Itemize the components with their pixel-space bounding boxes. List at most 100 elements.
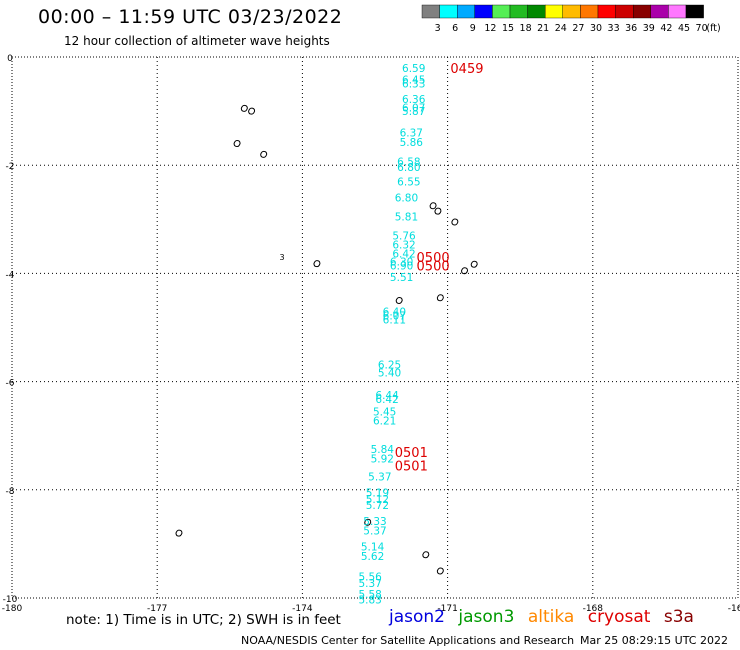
wave-height-label: 5.37: [363, 525, 386, 537]
colorbar-label: 18: [520, 23, 532, 34]
island-outline: [434, 207, 442, 215]
colorbar-label: 12: [484, 23, 496, 34]
colorbar-label: 6: [452, 23, 458, 34]
wave-height-label: 5.84: [371, 444, 395, 456]
x-tick-label: -180: [2, 604, 23, 614]
colorbar-label: 39: [643, 23, 655, 34]
y-tick-label: -2: [6, 162, 15, 172]
island-outline: [422, 551, 430, 559]
wave-height-label: 5.58: [358, 589, 381, 601]
wave-height-label: 6.33: [402, 79, 425, 91]
island-outline: [240, 104, 248, 112]
y-tick-label: -10: [3, 595, 18, 605]
wave-height-label: 6.45: [402, 75, 425, 87]
wave-height-label: 6.42: [392, 248, 415, 260]
wave-height-label: 6.80: [395, 193, 418, 205]
island-label: 3: [280, 253, 285, 262]
chart-subtitle: 12 hour collection of altimeter wave hei…: [64, 34, 330, 48]
wave-height-label: 6.58: [397, 156, 420, 168]
colorbar-unit: (ft): [706, 23, 720, 34]
wave-height-label: 6.44: [375, 390, 399, 402]
legend-jason2: jason2: [389, 607, 445, 627]
wave-height-label: 5.62: [361, 551, 384, 563]
wave-height-label: 5.83: [358, 595, 381, 607]
island-outline: [470, 260, 478, 268]
island-outline: [260, 150, 268, 158]
wave-height-label: 5.19: [366, 488, 389, 500]
satellite-legend: jason2 jason3 altika cryosat s3a: [389, 607, 702, 627]
colorbar-swatch: [685, 4, 704, 19]
colorbar-label: 33: [608, 23, 620, 34]
wave-height-label: 5.37: [358, 578, 381, 590]
x-tick-label: -165: [728, 604, 740, 614]
wave-height-label: 6.32: [392, 240, 415, 252]
island-outline: [461, 267, 469, 275]
credit-line: NOAA/NESDIS Center for Satellite Applica…: [241, 634, 575, 647]
wave-height-label: 6.25: [378, 359, 401, 371]
colorbar-label: 30: [590, 23, 602, 34]
wave-height-label: 6.07: [383, 311, 406, 323]
wave-height-label: 6.80: [397, 162, 420, 174]
colorbar-label: 70: [696, 23, 708, 34]
island-outline: [436, 567, 444, 575]
wave-height-label: 6.21: [373, 416, 396, 428]
y-tick-label: -4: [6, 270, 15, 280]
x-tick-label: -168: [583, 604, 604, 614]
legend-cryosat: cryosat: [587, 607, 651, 627]
wave-height-label: 6.37: [400, 128, 423, 140]
wave-height-label: 5.81: [395, 212, 418, 224]
island-outline: [175, 529, 183, 537]
wave-height-label: 6.90: [390, 260, 413, 272]
wave-height-label: 5.40: [378, 367, 401, 379]
wave-height-label: 6.30: [390, 256, 413, 268]
colorbar-label: 9: [470, 23, 476, 34]
y-tick-label: 0: [7, 54, 13, 64]
wave-height-label: 6.11: [383, 314, 406, 326]
island-outline: [451, 218, 459, 226]
colorbar-label: 15: [502, 23, 514, 34]
colorbar-label: 45: [678, 23, 690, 34]
wave-height-label: 5.87: [402, 106, 425, 118]
island-outline: [248, 107, 256, 115]
legend-jason3: jason3: [458, 607, 515, 627]
wave-height-label: 5.72: [366, 500, 389, 512]
wave-height-label: 5.14: [361, 542, 385, 554]
plot-frame: [11, 56, 739, 599]
wave-height-label: 5.56: [358, 571, 382, 583]
island-outline: [364, 518, 372, 526]
colorbar-label: 21: [537, 23, 549, 34]
wave-height-label: 5.51: [390, 272, 413, 284]
island-outline: [429, 202, 437, 210]
pass-time-label: 0500: [417, 259, 450, 274]
wave-height-label: 5.86: [400, 137, 424, 149]
y-tick-label: -8: [6, 487, 15, 497]
wave-height-label: 6.55: [397, 176, 420, 188]
pass-time-label: 0459: [450, 62, 483, 77]
generated-timestamp: Mar 25 08:29:15 UTC 2022: [580, 634, 728, 647]
pass-time-label: 0501: [395, 459, 428, 474]
wave-height-label: 6.40: [383, 306, 406, 318]
colorbar-label: 27: [572, 23, 584, 34]
island-outline: [313, 260, 321, 268]
pass-time-label: 0501: [395, 446, 428, 461]
y-tick-label: -6: [6, 379, 15, 389]
wave-height-label: 6.42: [375, 394, 398, 406]
wave-height-label: 6.36: [402, 94, 426, 106]
legend-altika: altika: [527, 607, 575, 627]
wave-height-label: 6.07: [402, 102, 425, 114]
x-tick-label: -171: [437, 604, 457, 614]
wave-height-label: 5.92: [371, 453, 394, 465]
wave-height-label: 6.59: [402, 63, 425, 75]
x-tick-label: -174: [292, 604, 313, 614]
colorbar-label: 24: [555, 23, 567, 34]
chart-title: 00:00 – 11:59 UTC 03/23/2022: [38, 6, 343, 28]
island-outline: [233, 140, 241, 148]
wave-height-label: 5.33: [363, 516, 386, 528]
wave-height-label: 5.37: [368, 471, 391, 483]
legend-s3a: s3a: [663, 607, 694, 627]
units-note: note: 1) Time is in UTC; 2) SWH is in fe…: [66, 612, 341, 628]
colorbar-label: 36: [625, 23, 637, 34]
wave-height-label: 5.76: [392, 231, 416, 243]
island-outline: [395, 296, 403, 304]
wave-height-label: 5.45: [373, 406, 396, 418]
